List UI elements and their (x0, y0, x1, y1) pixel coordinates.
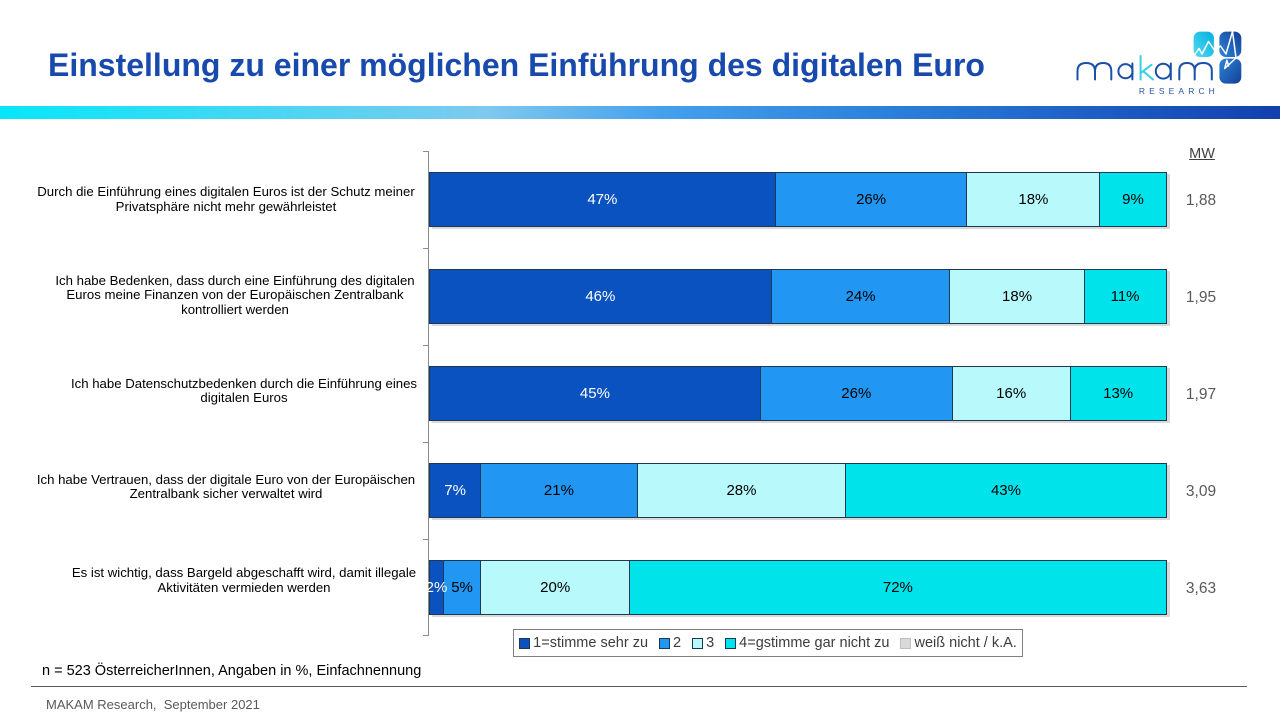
svg-text:RESEARCH: RESEARCH (1139, 86, 1219, 96)
